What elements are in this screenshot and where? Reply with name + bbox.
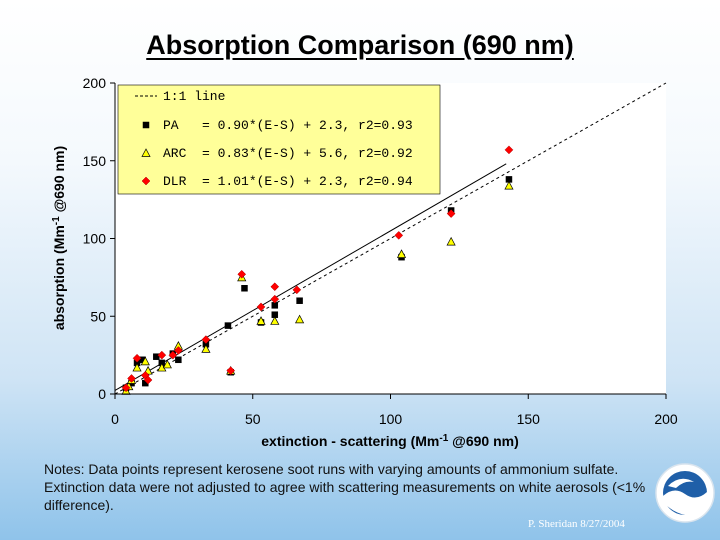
data-point-arc	[270, 316, 280, 325]
chart-legend: 1:1 line PA = 0.90*(E-S) + 2.3, r2=0.93 AR…	[117, 84, 441, 195]
legend-label: ARC = 0.83*(E-S) + 5.6, r2=0.92	[163, 146, 413, 161]
data-point-dlr	[270, 282, 280, 292]
legend-box	[117, 84, 441, 195]
data-point-arc	[140, 356, 150, 366]
x-tick-label: 0	[111, 411, 119, 427]
data-point-dlr	[446, 209, 456, 218]
x-axis-label: extinction - scattering (Mm-1 @690 nm)	[261, 433, 519, 450]
data-point-dlr	[168, 350, 178, 360]
data-point-dlr	[157, 350, 167, 360]
data-point-pa	[241, 285, 248, 292]
data-point-pa	[296, 297, 303, 304]
data-point-dlr	[174, 346, 183, 355]
y-tick-label: 0	[98, 386, 106, 402]
series-dlr	[121, 145, 514, 393]
data-point-arc	[295, 314, 305, 324]
data-point-arc	[201, 344, 211, 353]
data-point-pa	[175, 356, 182, 364]
data-point-dlr	[394, 231, 404, 240]
data-point-arc	[256, 316, 266, 325]
noaa-logo-icon	[655, 463, 715, 523]
x-tick-label: 150	[517, 411, 541, 427]
y-axis-label: absorption (Mm-1 @690 nm)	[51, 146, 68, 330]
data-point-dlr	[226, 366, 236, 376]
data-point-dlr	[256, 302, 266, 312]
data-point-arc	[162, 359, 172, 369]
y-tick-label: 50	[90, 308, 106, 324]
y-tick-label: 200	[83, 75, 107, 91]
data-point-dlr	[143, 375, 153, 385]
x-tick-label: 100	[379, 411, 403, 427]
author-credit: P. Sheridan 8/27/2004	[528, 518, 625, 530]
legend-marker-diamond	[141, 176, 151, 186]
data-point-pa	[224, 322, 232, 329]
legend-marker-triangle	[141, 148, 151, 157]
data-point-arc	[446, 236, 456, 246]
legend-label: 1:1 line	[163, 89, 225, 104]
notes-text: Notes: Data points represent kerosene so…	[44, 461, 646, 513]
x-tick-label: 200	[654, 411, 678, 427]
data-point-dlr	[504, 145, 514, 155]
data-point-arc	[504, 180, 514, 190]
y-tick-label: 100	[83, 231, 107, 247]
data-point-arc	[396, 249, 407, 258]
data-point-dlr	[121, 383, 131, 393]
data-point-dlr	[132, 353, 142, 363]
data-point-arc	[132, 362, 142, 372]
data-point-dlr	[270, 294, 280, 304]
page-title: Absorption Comparison (690 nm)	[146, 30, 574, 60]
data-point-dlr	[237, 269, 247, 279]
legend-label: PA = 0.90*(E-S) + 2.3, r2=0.93	[163, 118, 413, 133]
x-tick-label: 50	[245, 411, 261, 427]
y-tick-label: 150	[83, 153, 107, 169]
data-point-dlr	[201, 335, 211, 344]
legend-label: DLR = 1.01*(E-S) + 2.3, r2=0.94	[163, 174, 413, 189]
data-point-dlr	[292, 285, 302, 295]
data-point-dlr	[127, 374, 136, 383]
legend-marker-square	[142, 121, 150, 129]
